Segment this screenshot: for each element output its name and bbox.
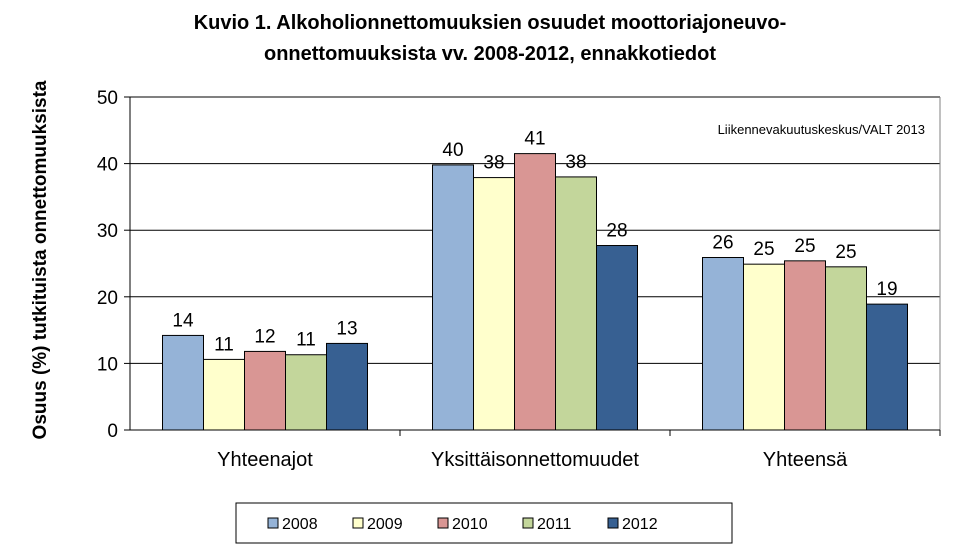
bar-2010-0 bbox=[244, 350, 286, 431]
legend-label: 2012 bbox=[622, 516, 658, 533]
data-label: 25 bbox=[794, 236, 815, 257]
bar-2011-1 bbox=[555, 176, 597, 431]
bar-2012-1 bbox=[596, 245, 638, 431]
data-label: 19 bbox=[876, 279, 897, 300]
category-label: Yksittäisonnettomuudet bbox=[431, 449, 639, 471]
y-tick-label: 50 bbox=[97, 88, 118, 109]
legend-swatch-2012 bbox=[607, 517, 619, 529]
bar-2010-1 bbox=[514, 153, 556, 431]
y-tick-label: 30 bbox=[97, 221, 118, 242]
bar-2008-2 bbox=[702, 257, 744, 431]
bars bbox=[162, 153, 908, 431]
category-labels: Yhteenajot Yksittäisonnettomuudet Yhteensä bbox=[217, 449, 848, 471]
legend-label: 2010 bbox=[452, 516, 488, 533]
data-label: 28 bbox=[606, 221, 627, 242]
legend: 2008 2009 2010 2011 2012 bbox=[235, 502, 733, 544]
data-label: 13 bbox=[336, 318, 357, 339]
bar-2012-0 bbox=[326, 342, 368, 431]
data-label: 38 bbox=[483, 153, 504, 174]
legend-label: 2011 bbox=[537, 516, 572, 533]
legend-swatch-2010 bbox=[437, 517, 449, 529]
y-axis-label: Osuus (%) tutkituista onnettomuuksista bbox=[30, 80, 51, 439]
y-tick-label: 40 bbox=[97, 155, 118, 176]
axes bbox=[124, 96, 941, 436]
data-label: 14 bbox=[172, 310, 194, 331]
bar-2012-2 bbox=[866, 303, 908, 431]
legend-swatch-2009 bbox=[352, 517, 364, 529]
data-label: 26 bbox=[712, 233, 733, 254]
data-label: 41 bbox=[524, 129, 545, 150]
bar-2010-2 bbox=[784, 260, 826, 431]
data-labels: 14 11 12 11 13 40 38 41 38 28 26 25 25 25 19 bbox=[172, 129, 897, 356]
y-tick-label: 20 bbox=[97, 288, 118, 309]
legend-label: 2008 bbox=[282, 516, 318, 533]
legend-label: 2009 bbox=[367, 516, 403, 533]
legend-swatch-2008 bbox=[267, 517, 279, 529]
bar-2009-0 bbox=[203, 358, 245, 431]
data-label: 12 bbox=[254, 326, 275, 347]
bar-2011-0 bbox=[285, 354, 327, 431]
category-label: Yhteenajot bbox=[217, 449, 313, 471]
category-label: Yhteensä bbox=[763, 449, 848, 471]
bar-2008-1 bbox=[432, 164, 474, 431]
y-tick-label: 10 bbox=[97, 354, 118, 375]
bar-2011-2 bbox=[825, 266, 867, 431]
data-label: 25 bbox=[835, 242, 856, 263]
chart-title-line-1: Kuvio 1. Alkoholionnettomuuksien osuudet… bbox=[194, 12, 787, 34]
data-label: 40 bbox=[442, 140, 463, 161]
legend-box bbox=[235, 502, 733, 544]
bar-2009-1 bbox=[473, 177, 515, 431]
y-tick-labels: 0 10 20 30 40 50 bbox=[97, 88, 118, 442]
data-label: 25 bbox=[753, 239, 774, 260]
data-label: 11 bbox=[296, 330, 316, 351]
data-label: 11 bbox=[214, 334, 234, 355]
chart-title-line-2: onnettomuuksista vv. 2008-2012, ennakkot… bbox=[264, 43, 716, 65]
y-tick-label: 0 bbox=[107, 421, 118, 442]
data-label: 38 bbox=[565, 152, 586, 173]
source-note: Liikennevakuutuskeskus/VALT 2013 bbox=[718, 122, 925, 137]
bar-2008-0 bbox=[162, 334, 204, 431]
bar-2009-2 bbox=[743, 263, 785, 431]
legend-swatch-2011 bbox=[522, 517, 534, 529]
